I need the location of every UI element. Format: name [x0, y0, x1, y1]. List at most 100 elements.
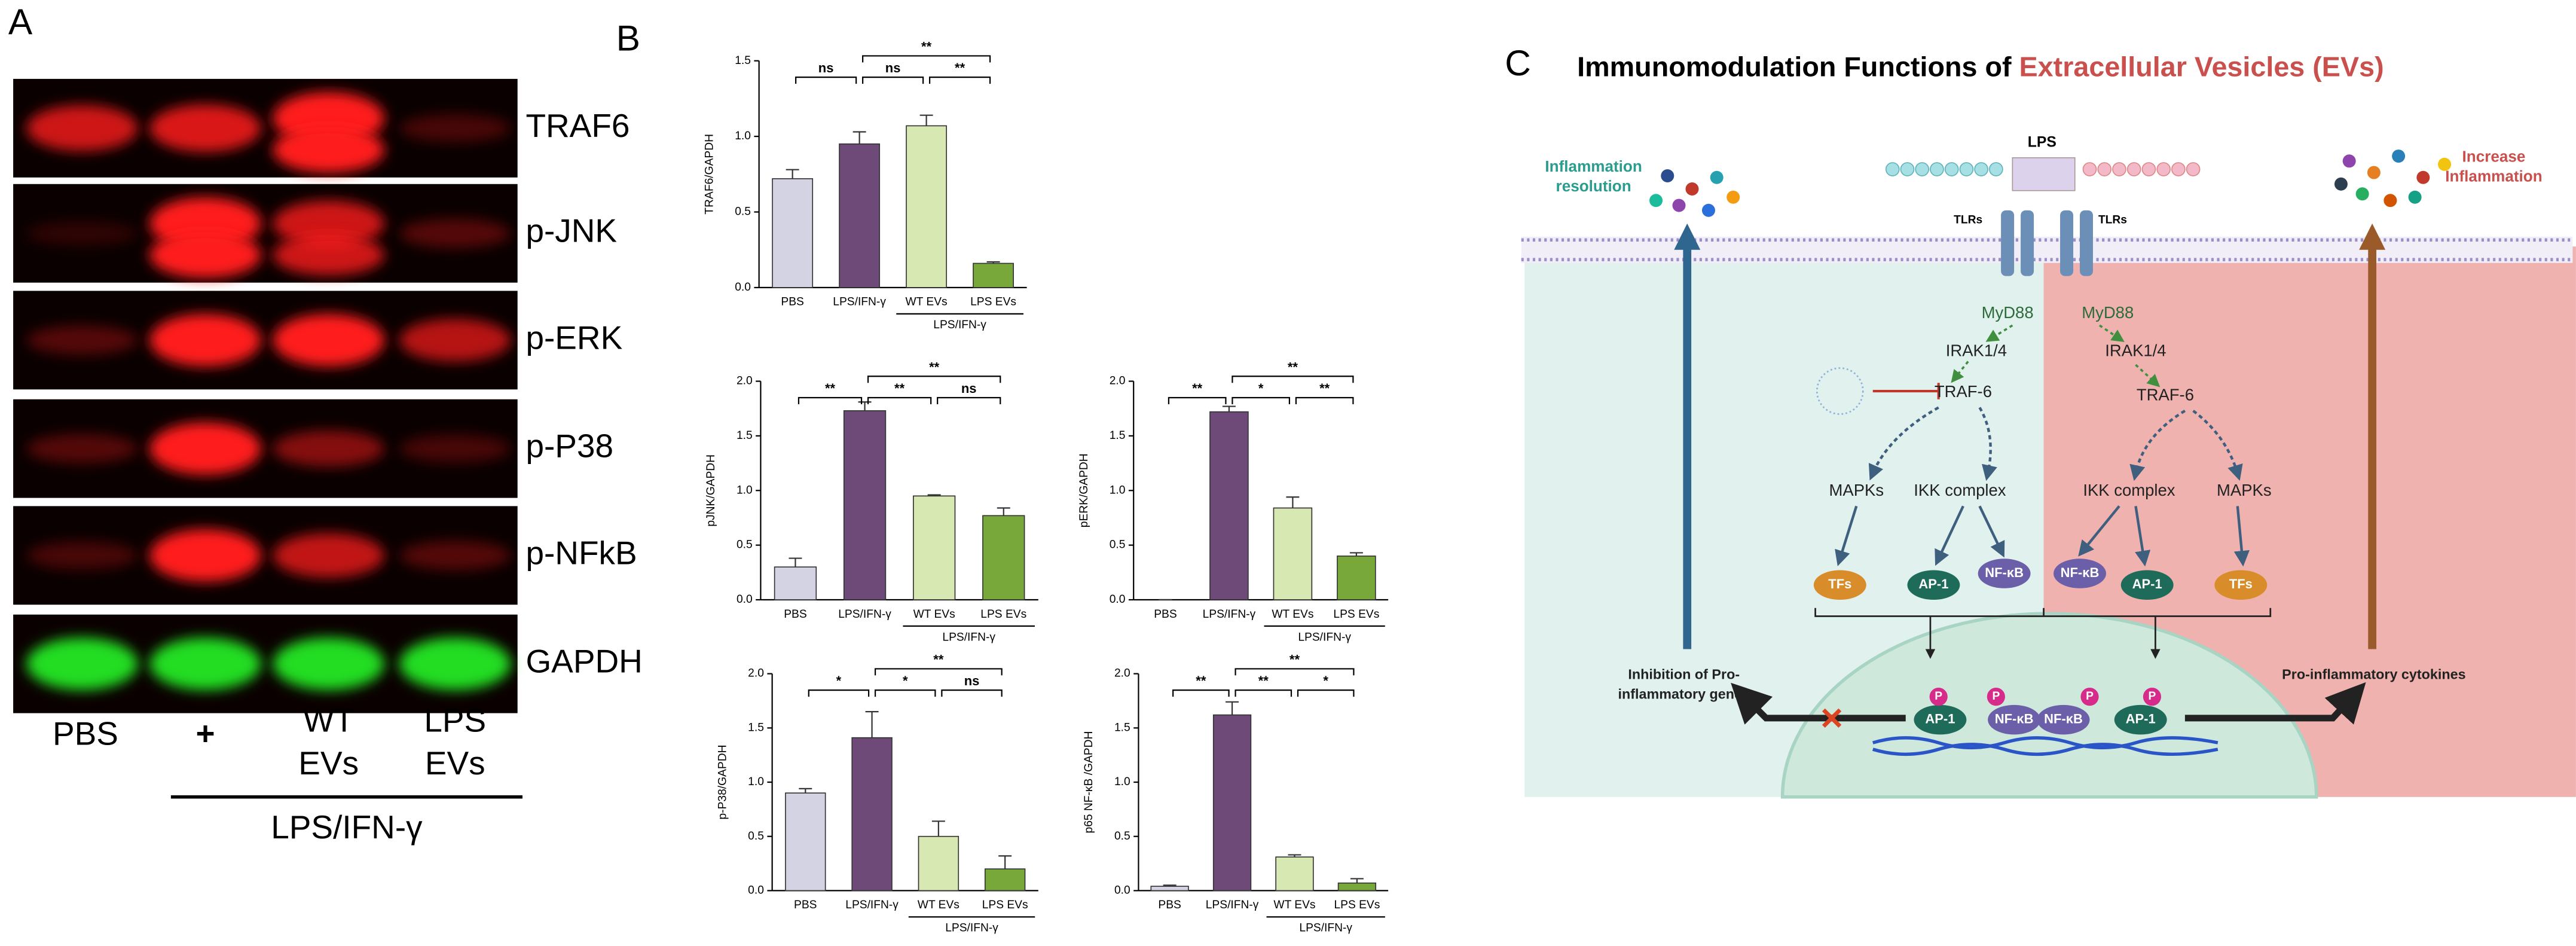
diagram-label: P: [1935, 690, 1942, 703]
x-tick-label: WT EVs: [906, 296, 948, 309]
nucleus: [1780, 612, 2318, 799]
y-tick-label: 2.0: [1110, 375, 1126, 387]
x-tick-label: PBS: [794, 899, 817, 911]
protein: [1978, 559, 2031, 588]
bar: [1273, 507, 1313, 600]
diagram-label: NF-κB: [1995, 711, 2034, 726]
diagram-label: TLRs: [1954, 213, 1982, 226]
diagram-label: P: [2086, 690, 2094, 703]
inhibited-arrow: [1731, 682, 1906, 725]
y-tick-label: 1.5: [735, 54, 751, 67]
block-mark: [1822, 708, 1842, 728]
row-label: p-ERK: [525, 319, 622, 356]
bar: [906, 125, 948, 288]
significance-label: **: [921, 39, 932, 54]
y-tick-label: 0.5: [735, 206, 751, 218]
bar: [984, 868, 1026, 892]
band: [273, 313, 385, 367]
y-tick-label: 0.5: [737, 539, 753, 551]
significance-bracket: [1234, 689, 1292, 697]
band: [399, 319, 511, 362]
x-tick-label: WT EVs: [913, 608, 955, 621]
cytokine-output-arrow: [2184, 682, 2366, 725]
x-tick-label: WT EVs: [1273, 899, 1315, 911]
phospho-marker: [2080, 688, 2099, 706]
y-tick-label: 1.5: [1114, 721, 1130, 734]
y-tick-label: 1.0: [735, 130, 751, 142]
diagram-label: LPS: [2028, 135, 2056, 151]
significance-label: *: [1323, 673, 1328, 688]
bar: [1275, 856, 1314, 892]
significance-label: *: [903, 673, 908, 688]
bracket: [1814, 608, 2272, 617]
band: [26, 325, 138, 355]
diagram-label: NF-κB: [2044, 711, 2083, 726]
diagram-label: Inflammation: [1545, 157, 1642, 175]
band: [399, 637, 511, 691]
diagram-label: P: [1992, 690, 2000, 703]
panel-label: C: [1505, 42, 1531, 83]
row-label: p-P38: [525, 428, 613, 465]
band: [149, 232, 262, 278]
significance-label: ns: [818, 60, 834, 75]
row-label: GAPDH: [525, 643, 642, 680]
x-tick-label: PBS: [784, 608, 806, 621]
significance-bracket: [1295, 396, 1354, 404]
significance-label: *: [1258, 381, 1264, 396]
group-label: LPS/IFN-γ: [1298, 631, 1351, 643]
bar: [1337, 882, 1377, 892]
band: [273, 127, 385, 173]
row-label: TRAF6: [525, 107, 630, 144]
significance-label: **: [1192, 381, 1203, 396]
lane-label: WT: [303, 702, 354, 739]
diagram-label: IRAK1/4: [1946, 341, 2007, 359]
bar: [973, 263, 1014, 288]
diagram-label: TRAF-6: [1935, 382, 1992, 401]
significance-bracket: [937, 396, 1001, 404]
diagram-label: Inflammation: [2445, 167, 2542, 185]
significance-label: **: [1196, 673, 1206, 688]
band: [273, 637, 385, 691]
y-tick-label: 0.0: [735, 281, 751, 294]
band: [399, 541, 511, 570]
significance-bracket: [862, 55, 991, 63]
band: [26, 637, 138, 691]
protein: [1907, 570, 1960, 600]
group-label: LPS/IFN-γ: [1299, 922, 1352, 935]
diagram-label: AP-1: [2126, 711, 2156, 726]
vesicles: [1649, 149, 2452, 217]
band: [149, 104, 262, 152]
significance-bracket: [867, 396, 932, 404]
y-tick-label: 1.0: [748, 776, 764, 788]
y-tick-label: 0.5: [1110, 539, 1126, 551]
y-tick-label: 0.0: [737, 593, 753, 606]
band: [399, 434, 511, 463]
bar: [1150, 886, 1189, 892]
protein: [1914, 704, 1967, 735]
x-tick-label: WT EVs: [1272, 608, 1313, 621]
arrow-head: [1674, 223, 1701, 250]
band: [26, 434, 138, 463]
diagram-label: Increase: [2462, 148, 2526, 166]
significance-label: ns: [885, 60, 901, 75]
tlr-receptors: [2001, 210, 2093, 276]
arrow-head: [2359, 223, 2386, 250]
protein: [2120, 570, 2174, 600]
y-tick-label: 0.0: [1110, 593, 1126, 606]
dna: [1872, 736, 2219, 750]
x-tick-label: PBS: [781, 296, 803, 309]
significance-label: *: [836, 673, 842, 688]
lane-label: EVs: [425, 744, 485, 782]
significance-label: **: [1319, 381, 1330, 396]
significance-label: **: [1258, 673, 1269, 688]
diagram-label: MyD88: [2082, 303, 2134, 322]
bar: [1337, 556, 1376, 600]
y-axis-title: TRAF6/GAPDH: [703, 134, 716, 215]
signal-arrows: [1951, 324, 2161, 387]
bar: [772, 178, 814, 288]
band: [26, 221, 138, 246]
x-tick-label: LPS EVs: [1334, 899, 1380, 911]
diagram-label: IRAK1/4: [2105, 341, 2166, 359]
group-label: LPS/IFN-γ: [271, 808, 423, 846]
